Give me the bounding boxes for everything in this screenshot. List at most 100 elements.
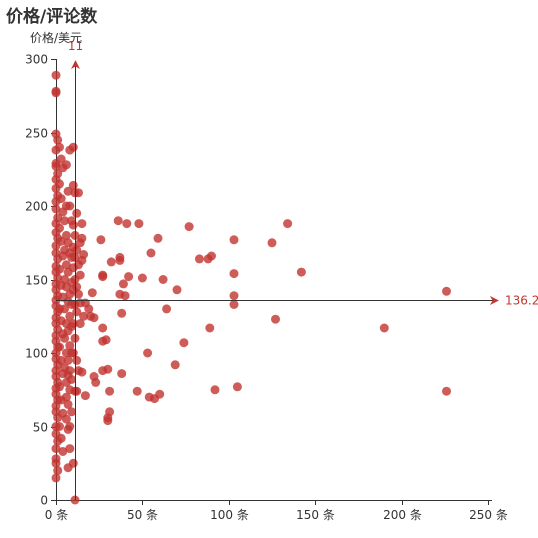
- data-point: [96, 235, 106, 245]
- data-point: [61, 392, 71, 402]
- y-tick-label: 250: [25, 127, 48, 141]
- data-point: [98, 272, 108, 282]
- data-point: [55, 264, 64, 274]
- data-point: [205, 323, 215, 333]
- data-point: [55, 382, 64, 392]
- data-point: [51, 70, 61, 80]
- data-point: [55, 422, 64, 431]
- y-tick-label: 50: [33, 421, 48, 435]
- data-point: [105, 386, 115, 396]
- data-point: [67, 375, 77, 384]
- x-tick-label: 50 条: [127, 508, 158, 522]
- data-point: [122, 219, 132, 229]
- data-point: [113, 216, 123, 226]
- x-tick-label: 250 条: [469, 508, 508, 522]
- data-point: [65, 341, 75, 351]
- data-point: [229, 235, 239, 245]
- y-tick-label: 300: [25, 53, 48, 67]
- data-point: [55, 223, 64, 233]
- data-point: [56, 236, 66, 246]
- data-point: [51, 473, 61, 483]
- y-tick-label: 0: [40, 494, 48, 508]
- data-point: [75, 270, 85, 280]
- data-point: [68, 458, 78, 468]
- data-point: [117, 369, 127, 379]
- data-point: [51, 88, 61, 98]
- data-point: [91, 377, 101, 387]
- data-point: [53, 466, 63, 476]
- mark-line-y-label: 136.29: [505, 294, 538, 308]
- data-point: [61, 230, 71, 240]
- data-point: [68, 220, 78, 230]
- data-point: [77, 367, 87, 377]
- data-point: [98, 323, 108, 333]
- data-point: [65, 366, 75, 376]
- data-point: [77, 219, 87, 229]
- data-point: [72, 245, 82, 255]
- data-point: [72, 355, 82, 365]
- data-point: [79, 250, 89, 259]
- data-point: [65, 422, 75, 431]
- mark-lines-layer: 11 136.29: [56, 39, 538, 500]
- data-point: [194, 254, 204, 264]
- x-tick-label: 100 条: [210, 508, 249, 522]
- data-point: [232, 382, 242, 392]
- data-point: [132, 386, 142, 396]
- data-point: [72, 282, 82, 292]
- data-point: [118, 279, 128, 289]
- data-point: [84, 304, 94, 314]
- data-point: [65, 311, 75, 321]
- data-point: [61, 414, 71, 424]
- data-point: [61, 260, 71, 270]
- points-layer: [51, 70, 451, 505]
- data-point: [229, 269, 239, 279]
- y-tick-label: 100: [25, 347, 48, 361]
- data-point: [207, 251, 216, 261]
- data-point: [63, 399, 73, 409]
- data-point: [53, 135, 63, 145]
- x-tick-label: 0 条: [45, 508, 68, 522]
- data-point: [155, 389, 165, 399]
- y-axis-name: 价格/美元: [30, 30, 82, 45]
- axes: 0 50 100 150 200 250 300 0 条 50 条 100 条 150 条 200 条…: [25, 30, 508, 522]
- data-point: [162, 304, 172, 314]
- data-point: [229, 300, 239, 309]
- data-point: [296, 267, 306, 277]
- data-point: [210, 385, 220, 395]
- data-point: [60, 333, 70, 343]
- data-point: [146, 248, 156, 258]
- data-point: [158, 275, 168, 284]
- data-point: [115, 255, 125, 265]
- data-point: [79, 311, 89, 321]
- data-point: [74, 188, 83, 198]
- data-point: [55, 179, 64, 189]
- mark-line-x-label: 11: [68, 39, 83, 53]
- data-point: [51, 204, 61, 214]
- chart-title: 价格/评论数: [6, 7, 98, 27]
- data-point: [60, 275, 70, 284]
- data-point: [134, 219, 144, 229]
- data-point: [74, 289, 83, 299]
- data-point: [267, 238, 277, 248]
- data-point: [103, 416, 113, 426]
- data-point: [60, 216, 70, 226]
- data-point: [65, 444, 75, 454]
- data-point: [379, 323, 389, 333]
- data-point: [120, 291, 130, 301]
- data-point: [137, 273, 147, 283]
- data-point: [229, 291, 239, 301]
- data-point: [51, 444, 61, 454]
- data-point: [101, 335, 111, 345]
- data-point: [106, 257, 116, 267]
- data-point: [58, 447, 68, 456]
- data-point: [87, 288, 97, 298]
- data-point: [51, 458, 61, 468]
- data-point: [72, 386, 82, 396]
- data-point: [179, 338, 189, 348]
- data-point: [56, 154, 66, 164]
- data-point: [89, 313, 99, 323]
- x-tick-label: 150 条: [296, 508, 335, 522]
- data-point: [63, 355, 73, 365]
- data-point: [67, 407, 77, 417]
